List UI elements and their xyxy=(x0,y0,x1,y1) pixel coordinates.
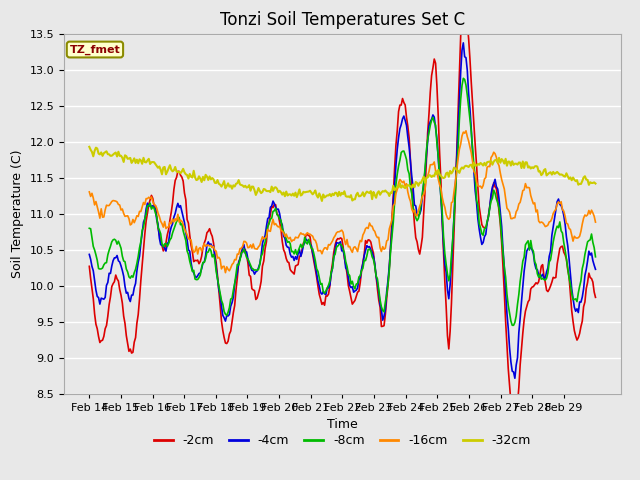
-16cm xyxy=(86,189,93,195)
-8cm xyxy=(118,253,126,259)
-2cm xyxy=(346,288,353,294)
-2cm xyxy=(590,289,598,295)
-32cm xyxy=(86,144,93,150)
-4cm xyxy=(590,262,598,268)
Line: -32cm: -32cm xyxy=(90,147,595,201)
Line: -2cm: -2cm xyxy=(90,0,595,425)
-4cm xyxy=(86,252,93,257)
-4cm xyxy=(511,375,518,381)
-16cm xyxy=(347,247,355,253)
-2cm xyxy=(102,323,110,328)
-4cm xyxy=(591,266,599,272)
-32cm xyxy=(523,159,531,165)
-32cm xyxy=(318,198,326,204)
Y-axis label: Soil Temperature (C): Soil Temperature (C) xyxy=(11,149,24,278)
X-axis label: Time: Time xyxy=(327,418,358,431)
-16cm xyxy=(524,184,532,190)
Line: -16cm: -16cm xyxy=(90,131,595,273)
-4cm xyxy=(446,282,454,288)
-4cm xyxy=(118,268,126,274)
-2cm xyxy=(591,294,599,300)
-16cm xyxy=(591,219,599,225)
-16cm xyxy=(118,206,126,212)
-32cm xyxy=(447,170,455,176)
-4cm xyxy=(460,40,467,46)
-32cm xyxy=(347,192,355,198)
-16cm xyxy=(462,128,470,134)
-32cm xyxy=(589,180,596,186)
-4cm xyxy=(102,282,110,288)
-16cm xyxy=(221,270,229,276)
-2cm xyxy=(446,328,454,334)
-32cm xyxy=(102,148,110,154)
-2cm xyxy=(86,264,93,269)
-4cm xyxy=(524,246,532,252)
-16cm xyxy=(447,200,455,205)
-8cm xyxy=(509,323,517,328)
Text: TZ_fmet: TZ_fmet xyxy=(70,44,120,55)
-32cm xyxy=(118,155,126,161)
-8cm xyxy=(86,226,93,231)
-16cm xyxy=(102,202,110,208)
-2cm xyxy=(511,422,518,428)
-8cm xyxy=(460,75,467,81)
-2cm xyxy=(524,299,532,305)
-8cm xyxy=(591,254,599,260)
Title: Tonzi Soil Temperatures Set C: Tonzi Soil Temperatures Set C xyxy=(220,11,465,29)
-32cm xyxy=(591,180,599,186)
-16cm xyxy=(590,213,598,219)
-8cm xyxy=(524,238,532,244)
-8cm xyxy=(590,245,598,251)
Line: -8cm: -8cm xyxy=(90,78,595,325)
-4cm xyxy=(346,283,353,288)
-2cm xyxy=(118,300,126,306)
Line: -4cm: -4cm xyxy=(90,43,595,378)
-8cm xyxy=(346,273,353,278)
-8cm xyxy=(446,272,454,278)
Legend: -2cm, -4cm, -8cm, -16cm, -32cm: -2cm, -4cm, -8cm, -16cm, -32cm xyxy=(149,429,536,452)
-8cm xyxy=(102,260,110,265)
